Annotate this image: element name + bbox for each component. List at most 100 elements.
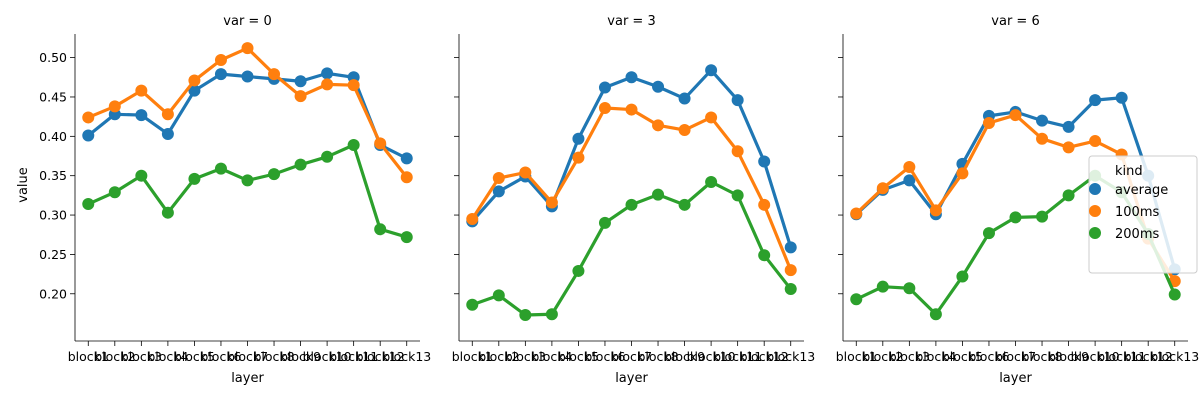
x-tick-label: block12 xyxy=(1124,349,1173,364)
x-tick-label: block1 xyxy=(452,349,493,364)
data-point-100ms xyxy=(466,212,479,225)
data-point-200ms xyxy=(108,186,121,199)
data-point-100ms xyxy=(545,196,558,209)
data-point-average xyxy=(1115,91,1128,104)
data-point-100ms xyxy=(374,137,387,150)
data-point-100ms xyxy=(519,166,532,179)
legend-marker-100ms xyxy=(1089,205,1101,217)
data-point-100ms xyxy=(1009,109,1022,122)
data-point-100ms xyxy=(321,78,334,91)
data-point-100ms xyxy=(241,42,254,55)
x-tick-label: block9 xyxy=(664,349,705,364)
data-point-average xyxy=(903,174,916,187)
data-point-average xyxy=(625,71,638,84)
legend: kind average 100ms 200ms xyxy=(1088,155,1198,274)
data-point-200ms xyxy=(758,249,771,262)
data-point-100ms xyxy=(625,103,638,116)
x-tick-label: block11 xyxy=(713,349,762,364)
data-point-200ms xyxy=(598,216,611,229)
data-point-average xyxy=(731,94,744,107)
x-tick-label: block10 xyxy=(1071,349,1120,364)
data-point-200ms xyxy=(241,174,254,187)
series-line-200ms xyxy=(86,143,409,239)
data-point-average xyxy=(188,84,201,97)
y-tick-label: 0.40 xyxy=(39,129,67,144)
data-point-100ms xyxy=(956,167,969,180)
data-point-average xyxy=(758,155,771,168)
x-tick-label: block7 xyxy=(995,349,1036,364)
data-point-100ms xyxy=(929,204,942,217)
x-axis-label: layer xyxy=(231,371,264,386)
x-tick-label: block12 xyxy=(740,349,789,364)
data-point-average xyxy=(784,241,797,254)
legend-marker-average xyxy=(1089,183,1101,195)
legend-label-100ms: 100ms xyxy=(1115,205,1159,220)
data-point-200ms xyxy=(135,169,148,182)
x-tick-label: block4 xyxy=(915,349,956,364)
data-point-200ms xyxy=(572,264,585,277)
x-tick-label: block2 xyxy=(862,349,903,364)
x-tick-label: block2 xyxy=(478,349,519,364)
data-point-200ms xyxy=(347,138,360,151)
data-point-100ms xyxy=(758,198,771,211)
x-tick-label: block13 xyxy=(1150,349,1199,364)
x-tick-label: block11 xyxy=(1097,349,1146,364)
data-point-100ms xyxy=(705,111,718,124)
data-point-100ms xyxy=(652,119,665,132)
x-tick-label: block9 xyxy=(280,349,321,364)
data-point-200ms xyxy=(678,198,691,211)
data-point-average xyxy=(572,132,585,145)
panel-title: var = 0 xyxy=(223,14,271,29)
legend-title: kind xyxy=(1115,164,1143,179)
data-point-100ms xyxy=(731,145,744,158)
data-point-100ms xyxy=(876,182,889,195)
data-point-200ms xyxy=(652,188,665,201)
data-point-average xyxy=(598,81,611,94)
data-point-200ms xyxy=(876,280,889,293)
data-point-200ms xyxy=(982,227,995,240)
data-point-average xyxy=(321,67,334,80)
x-axis-label: layer xyxy=(999,371,1032,386)
data-point-200ms xyxy=(294,158,307,171)
x-tick-label: block7 xyxy=(611,349,652,364)
data-point-200ms xyxy=(268,168,281,181)
data-point-200ms xyxy=(929,308,942,321)
data-point-100ms xyxy=(492,172,505,185)
data-point-average xyxy=(400,152,413,165)
data-point-100ms xyxy=(135,84,148,97)
data-point-100ms xyxy=(214,53,227,66)
data-point-100ms xyxy=(347,79,360,92)
y-axis-label: value xyxy=(16,167,31,203)
panel-2: var = 3block1block2block3block4block5blo… xyxy=(452,14,816,386)
series-line-100ms xyxy=(470,106,793,272)
legend-label-average: average xyxy=(1115,183,1168,198)
x-tick-label: block1 xyxy=(836,349,877,364)
data-point-200ms xyxy=(956,270,969,283)
data-point-100ms xyxy=(1062,141,1075,154)
x-tick-label: block3 xyxy=(889,349,930,364)
data-point-200ms xyxy=(705,175,718,188)
x-tick-label: block12 xyxy=(356,349,405,364)
data-point-200ms xyxy=(625,198,638,211)
data-point-200ms xyxy=(492,289,505,302)
data-point-average xyxy=(1062,120,1075,133)
data-point-200ms xyxy=(400,231,413,244)
data-point-100ms xyxy=(268,68,281,81)
data-point-100ms xyxy=(188,74,201,87)
y-tick-label: 0.35 xyxy=(39,168,67,183)
panel-title: var = 3 xyxy=(607,14,655,29)
y-tick-label: 0.45 xyxy=(39,89,67,104)
data-point-200ms xyxy=(731,189,744,202)
legend-label-200ms: 200ms xyxy=(1115,227,1159,242)
x-tick-label: block5 xyxy=(942,349,983,364)
data-point-100ms xyxy=(1089,135,1102,148)
x-tick-label: block9 xyxy=(1048,349,1089,364)
data-point-200ms xyxy=(545,308,558,321)
x-tick-label: block6 xyxy=(584,349,625,364)
panel-title: var = 6 xyxy=(991,14,1039,29)
data-point-100ms xyxy=(784,264,797,277)
data-point-average xyxy=(82,129,95,142)
y-tick-label: 0.20 xyxy=(39,286,67,301)
data-point-200ms xyxy=(1062,189,1075,202)
